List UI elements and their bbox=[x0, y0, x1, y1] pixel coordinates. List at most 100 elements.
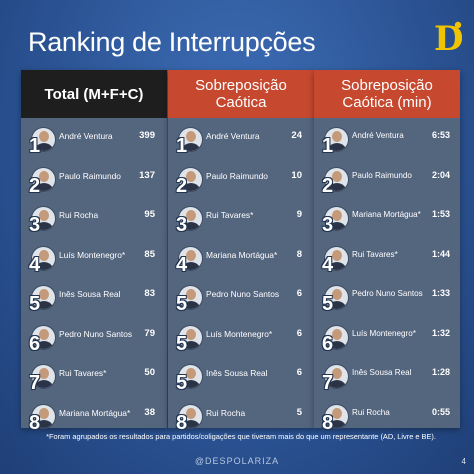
photo-head-shape bbox=[39, 131, 49, 142]
social-handle: @DESPOLARIZA bbox=[194, 456, 280, 466]
photo-body-shape bbox=[327, 380, 347, 388]
politician-name: André Ventura bbox=[352, 131, 404, 140]
politician-name: Paulo Raimundo bbox=[206, 170, 268, 181]
column-header-sobreposicao-min: Sobreposição Caótica (min) bbox=[314, 70, 460, 118]
photo-body-shape bbox=[327, 143, 347, 151]
photo-head-shape bbox=[186, 131, 196, 142]
photo-body-shape bbox=[34, 340, 54, 349]
rank-number: 5 bbox=[176, 372, 188, 394]
interruption-value: 6 bbox=[296, 288, 302, 299]
politician-photo bbox=[31, 206, 56, 231]
rank-number: 7 bbox=[29, 372, 41, 394]
interruption-value: 95 bbox=[144, 209, 155, 220]
rank-number: 8 bbox=[176, 411, 188, 434]
photo-body-shape bbox=[181, 222, 201, 230]
rank-number: 4 bbox=[176, 253, 188, 276]
photo-head-shape bbox=[39, 289, 49, 300]
rank-number: 2 bbox=[176, 174, 188, 197]
photo-body-shape bbox=[34, 222, 54, 230]
photo-body-shape bbox=[181, 419, 201, 428]
interruption-value: 24 bbox=[291, 130, 302, 141]
rank-number: 3 bbox=[322, 214, 334, 236]
interruption-value: 137 bbox=[139, 169, 155, 181]
photo-body-shape bbox=[34, 182, 54, 191]
ranking-row: 6 Pedro Nuno Santos 79 bbox=[21, 317, 167, 356]
interruption-value: 38 bbox=[144, 406, 155, 418]
ranking-row: 2 Paulo Raimundo 10 bbox=[168, 159, 314, 198]
ranking-row: 2 Paulo Raimundo 2:04 bbox=[314, 159, 460, 198]
interruption-value: 9 bbox=[296, 209, 302, 220]
politician-name: Mariana Mortágua* bbox=[352, 210, 421, 219]
photo-body-shape bbox=[181, 301, 201, 309]
photo-head-shape bbox=[186, 249, 196, 261]
interruption-value: 1:32 bbox=[431, 327, 450, 338]
politician-photo bbox=[178, 127, 203, 152]
interruption-value: 1:44 bbox=[431, 248, 450, 259]
politician-photo bbox=[31, 364, 56, 389]
rank-number: 8 bbox=[29, 411, 41, 434]
politician-photo bbox=[31, 403, 56, 429]
footnote: *Foram agrupados os resultados para part… bbox=[46, 432, 436, 441]
politician-photo bbox=[324, 245, 349, 271]
photo-head-shape bbox=[39, 407, 49, 419]
politician-photo bbox=[324, 206, 349, 231]
ranking-row: 3 Mariana Mortágua* 1:53 bbox=[314, 198, 460, 237]
politician-name: Inês Sousa Real bbox=[206, 368, 268, 378]
photo-body-shape bbox=[327, 301, 347, 309]
photo-body-shape bbox=[34, 380, 54, 388]
politician-name: Inês Sousa Real bbox=[352, 368, 412, 377]
politician-photo bbox=[178, 166, 203, 192]
politician-photo bbox=[178, 364, 203, 389]
photo-head-shape bbox=[332, 289, 342, 300]
politician-photo bbox=[31, 245, 56, 271]
ranking-row: 1 André Ventura 6:53 bbox=[314, 119, 460, 158]
politician-photo bbox=[31, 285, 56, 310]
politician-photo bbox=[324, 324, 349, 350]
politician-name: Rui Rocha bbox=[59, 210, 99, 220]
interruption-value: 83 bbox=[144, 288, 155, 299]
politician-photo bbox=[31, 127, 56, 152]
photo-head-shape bbox=[39, 368, 49, 379]
politician-name: Mariana Mortágua* bbox=[59, 407, 131, 418]
politician-name: André Ventura bbox=[59, 131, 113, 141]
photo-body-shape bbox=[34, 301, 54, 309]
photo-head-shape bbox=[332, 407, 342, 419]
politician-name: Pedro Nuno Santos bbox=[59, 328, 133, 339]
ranking-row: 4 Mariana Mortágua* 8 bbox=[168, 238, 314, 277]
interruption-value: 2:04 bbox=[431, 169, 450, 180]
column-header-total: Total (M+F+C) bbox=[21, 70, 167, 118]
photo-body-shape bbox=[327, 419, 347, 428]
ranking-row: 4 Rui Tavares* 1:44 bbox=[314, 238, 460, 277]
rank-number: 7 bbox=[322, 372, 334, 394]
interruption-value: 399 bbox=[139, 130, 155, 141]
rank-number: 1 bbox=[322, 135, 334, 157]
interruption-value: 1:53 bbox=[431, 209, 450, 219]
politician-name: Rui Rocha bbox=[206, 407, 246, 418]
photo-body-shape bbox=[327, 222, 347, 230]
politician-name: Pedro Nuno Santos bbox=[352, 289, 423, 298]
ranking-row: 1 André Ventura 24 bbox=[168, 119, 314, 158]
politician-name: Luís Montenegro* bbox=[59, 249, 126, 260]
politician-name: Luís Montenegro* bbox=[206, 328, 273, 339]
politician-name: Rui Tavares* bbox=[59, 368, 107, 378]
politician-name: Rui Rocha bbox=[352, 407, 390, 417]
photo-head-shape bbox=[186, 170, 196, 182]
rank-number: 4 bbox=[322, 253, 334, 276]
photo-body-shape bbox=[34, 143, 54, 151]
photo-body-shape bbox=[327, 340, 347, 349]
photo-head-shape bbox=[186, 368, 196, 379]
photo-head-shape bbox=[332, 170, 342, 182]
rank-number: 1 bbox=[29, 135, 41, 157]
rank-number: 5 bbox=[29, 293, 41, 315]
politician-name: Luís Montenegro* bbox=[352, 328, 416, 338]
photo-head-shape bbox=[332, 210, 342, 221]
photo-head-shape bbox=[332, 368, 342, 379]
politician-name: Mariana Mortágua* bbox=[206, 249, 278, 260]
rank-number: 5 bbox=[176, 293, 188, 315]
photo-head-shape bbox=[186, 328, 196, 340]
ranking-row: 5 Pedro Nuno Santos 6 bbox=[168, 277, 314, 316]
interruption-value: 8 bbox=[296, 248, 302, 260]
ranking-row: 5 Inês Sousa Real 6 bbox=[168, 356, 314, 395]
rank-number: 8 bbox=[322, 411, 334, 434]
ranking-row: 8 Mariana Mortágua* 38 bbox=[21, 396, 167, 435]
